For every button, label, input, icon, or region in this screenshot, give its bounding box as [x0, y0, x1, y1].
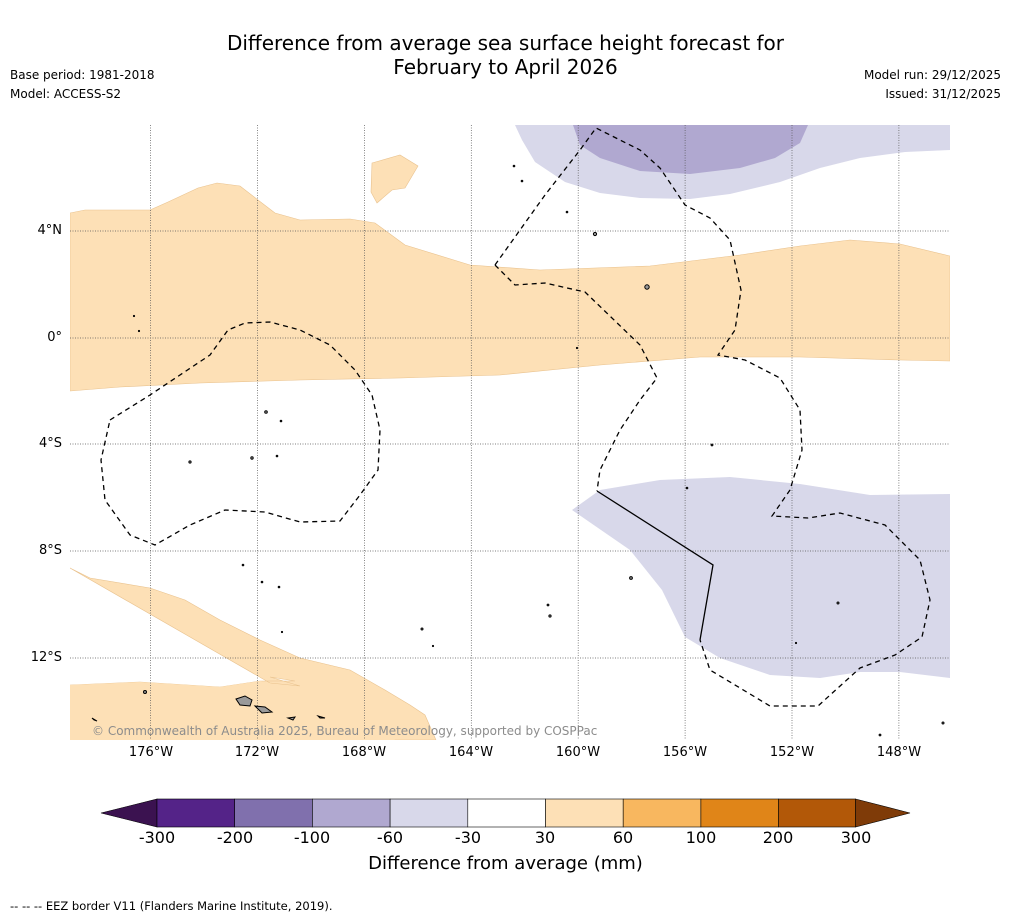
model-name: Model: ACCESS-S2 — [10, 87, 122, 101]
colorbar-tick: -60 — [376, 828, 404, 847]
eez-line-islands-central — [494, 264, 658, 492]
colorbar-tick: 200 — [762, 828, 794, 847]
island-savaii — [235, 695, 253, 707]
colorbar-bin-6 — [545, 798, 624, 828]
colorbar — [100, 798, 911, 828]
title-line-1: Difference from average sea surface heig… — [226, 31, 785, 55]
meta-left: Base period: 1981-2018 Model: ACCESS-S2 — [10, 66, 155, 104]
positive-anomaly-southwest-lower — [70, 681, 395, 740]
colorbar-extend-low — [100, 798, 158, 828]
positive-anomaly-small-patch — [370, 154, 419, 204]
colorbar-bin-5 — [467, 798, 546, 828]
islands — [91, 164, 945, 737]
island-upolu — [253, 705, 274, 714]
negative-anomaly-north-core — [573, 125, 808, 174]
copyright-notice: © Commonwealth of Australia 2025, Bureau… — [92, 724, 598, 738]
eez-tokelau — [100, 321, 381, 546]
colorbar-tick: 300 — [840, 828, 872, 847]
model-run: Model run: 29/12/2025 — [863, 68, 1001, 82]
colorbar-bin-4 — [389, 798, 469, 828]
colorbar-bin-8 — [700, 798, 779, 828]
lon-label-168w: 168°W — [341, 745, 387, 760]
colorbar-extend-high — [855, 798, 911, 828]
colorbar-label: Difference from average (mm) — [368, 853, 643, 874]
lat-label-4n: 4°N — [37, 223, 63, 238]
base-period: Base period: 1981-2018 — [10, 68, 155, 82]
positive-anomaly-equatorial — [70, 182, 950, 392]
issued-date: Issued: 31/12/2025 — [885, 87, 1001, 101]
lat-label-8s: 8°S — [38, 543, 62, 558]
colorbar-bin-7 — [622, 798, 702, 828]
colorbar-tick: -30 — [454, 828, 482, 847]
map-area — [70, 125, 950, 740]
negative-anomaly-south — [572, 477, 950, 678]
colorbar-tick: -100 — [293, 828, 331, 847]
eez-legend-note: -- -- -- EEZ border V11 (Flanders Marine… — [10, 899, 333, 913]
lat-label-0: 0° — [47, 330, 62, 345]
colorbar-bin-3 — [312, 798, 391, 828]
lon-label-164w: 164°W — [448, 745, 494, 760]
lat-label-12s: 12°S — [30, 650, 62, 665]
colorbar-bin-1 — [156, 798, 235, 828]
colorbar-tick: 30 — [534, 828, 556, 847]
eez-borders — [100, 127, 931, 707]
lon-label-156w: 156°W — [662, 745, 708, 760]
lat-label-4s: 4°S — [38, 436, 62, 451]
meta-right: Model run: 29/12/2025 Issued: 31/12/2025 — [864, 66, 1001, 104]
lon-label-172w: 172°W — [234, 745, 280, 760]
colorbar-tick: 100 — [685, 828, 717, 847]
colorbar-bin-9 — [778, 798, 856, 828]
colorbar-tick: 60 — [612, 828, 634, 847]
lon-label-176w: 176°W — [128, 745, 174, 760]
eez-line-islands-north — [494, 127, 931, 707]
lon-label-152w: 152°W — [769, 745, 815, 760]
colorbar-tick: -300 — [138, 828, 176, 847]
map-title: Difference from average sea surface heig… — [0, 31, 1011, 79]
maritime-boundary-solid — [596, 490, 714, 641]
lon-label-160w: 160°W — [555, 745, 601, 760]
gridlines — [70, 125, 950, 740]
colorbar-bin-2 — [234, 798, 313, 828]
colorbar-tick: -200 — [216, 828, 254, 847]
lon-label-148w: 148°W — [876, 745, 922, 760]
title-line-2: February to April 2026 — [393, 55, 618, 79]
